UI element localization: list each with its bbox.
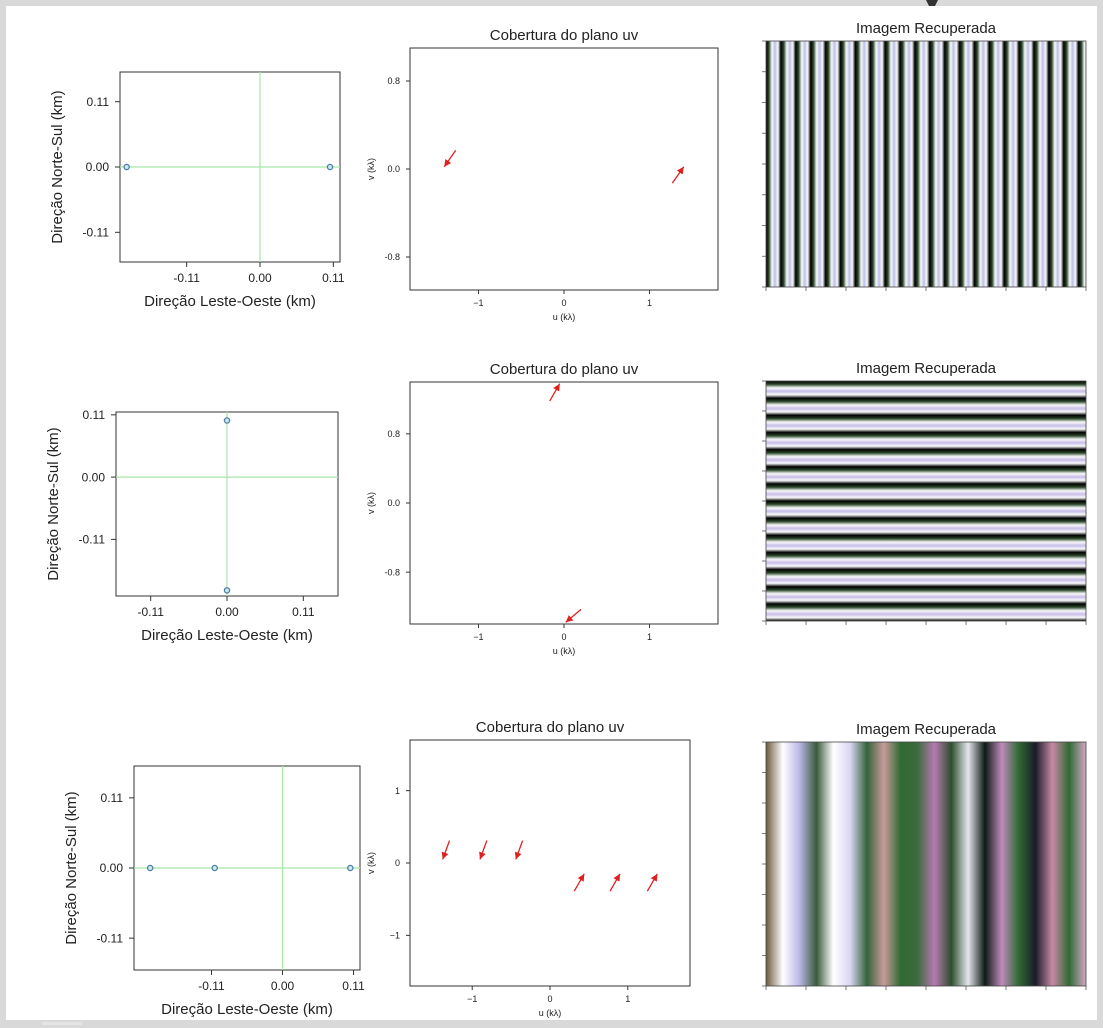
recovered-image-row2: Imagem Recuperada [762,360,1087,625]
y-axis-label: v (kλ) [366,158,376,180]
y-tick-label: -0.11 [79,533,106,547]
y-tick-label: -0.11 [97,931,124,945]
x-tick-label: 0 [561,298,566,308]
image-title: Imagem Recuperada [856,360,997,377]
image-title: Imagem Recuperada [856,20,997,37]
x-tick-label: 0.00 [271,979,295,993]
x-tick-label: 0 [547,994,552,1004]
x-tick-label: 1 [647,298,652,308]
uv-sample-arrowhead [444,159,452,167]
x-axis-label: Direção Leste-Oeste (km) [161,1001,333,1018]
uv-sample-arrowhead [565,615,574,623]
x-axis-label: u (kλ) [553,312,576,322]
x-tick-label: −1 [467,994,477,1004]
x-axis-label: Direção Leste-Oeste (km) [141,627,313,644]
x-tick-label: 0 [561,632,566,642]
x-axis-label: u (kλ) [553,646,576,656]
uv-sample-arrowhead [553,383,560,392]
recovered-image-fill [765,380,1087,622]
recovered-image-fill [765,40,1087,288]
recovered-image-fill [765,741,1087,987]
recovered-image-row3: Imagem Recuperada [762,721,1087,990]
y-tick-label: 0.00 [86,160,110,174]
y-axis-label: v (kλ) [366,852,376,874]
y-tick-label: 0.8 [387,76,400,86]
x-axis-label: Direção Leste-Oeste (km) [144,293,316,310]
x-axis-label: u (kλ) [539,1008,562,1018]
y-tick-label: 0 [395,858,400,868]
array-layout-plot-row3: -0.11 0.00 0.11 0.11 0.00 -0.11 Direção Leste-… [63,765,365,1018]
uv-sample-arrowhead [650,873,658,882]
antenna-marker [223,587,231,594]
uv-sample-arrowhead [441,851,449,860]
y-tick-label: 0.0 [387,498,400,508]
y-tick-label: -0.11 [83,226,110,240]
recovered-image-row1: Imagem Recuperada [762,20,1087,291]
uv-sample-arrowhead [676,166,684,175]
plot-frame [409,381,719,625]
y-tick-label: -0.8 [384,252,400,262]
uv-sample-arrowhead [479,851,486,860]
y-tick-label: −1 [390,931,400,941]
uv-sample-arrowhead [514,851,522,860]
x-tick-label: 0.11 [342,979,365,993]
y-tick-label: 0.11 [83,408,106,422]
plot-frame [409,739,691,987]
y-tick-label: 0.11 [87,95,110,109]
x-tick-label: −1 [473,298,483,308]
y-axis-label: Direção Norte-Sul (km) [63,791,80,944]
y-tick-label: 0.8 [387,429,400,439]
antenna-marker [326,163,334,171]
x-tick-label: -0.11 [173,271,200,285]
x-tick-label: 0.11 [292,605,315,619]
array-layout-plot-row1: -0.11 0.00 0.11 0.11 0.00 -0.11 Direção Leste-… [49,71,345,310]
uv-coverage-plot-row2: Cobertura do plano uv −1 0 1 0.8 0.0 -0.8 u (kλ… [366,361,719,656]
x-tick-label: 1 [625,994,630,1004]
y-axis-label: v (kλ) [366,492,376,514]
x-tick-label: -0.11 [198,979,225,993]
uv-sample-arrowhead [577,873,585,882]
antenna-marker [123,163,130,171]
figure-sheet: -0.11 0.00 0.11 0.11 0.00 -0.11 Direção Leste-… [6,6,1097,1025]
antenna-marker [211,864,218,872]
x-tick-label: 0.11 [322,271,345,285]
uv-plot-title: Cobertura do plano uv [490,361,639,378]
image-title: Imagem Recuperada [856,721,997,738]
uv-sample-arrowhead [613,873,620,882]
x-tick-label: −1 [473,632,483,642]
x-tick-label: -0.11 [137,605,164,619]
array-layout-plot-row2: -0.11 0.00 0.11 0.11 0.00 -0.11 Direção Leste-… [45,408,339,644]
antenna-marker [347,864,354,872]
x-tick-label: 0.00 [215,605,239,619]
y-tick-label: 1 [395,786,400,796]
uv-coverage-plot-row3: Cobertura do plano uv −1 0 1 1 0 −1 u (kλ) v (kλ… [366,719,691,1018]
plot-frame [409,47,719,291]
x-tick-label: 1 [647,632,652,642]
y-axis-label: Direção Norte-Sul (km) [49,90,66,243]
x-tick-label: 0.00 [248,271,272,285]
antenna-marker [223,417,231,424]
y-tick-label: 0.11 [101,791,124,805]
antenna-marker [146,864,154,872]
y-tick-label: -0.8 [384,567,400,577]
y-axis-label: Direção Norte-Sul (km) [45,427,62,580]
uv-plot-title: Cobertura do plano uv [476,719,625,736]
uv-coverage-plot-row1: Cobertura do plano uv −1 0 1 0.8 0.0 -0.8 u (kλ… [366,27,719,322]
y-tick-label: 0.0 [387,164,400,174]
y-tick-label: 0.00 [82,470,106,484]
y-tick-label: 0.00 [100,861,124,875]
uv-plot-title: Cobertura do plano uv [490,27,639,44]
